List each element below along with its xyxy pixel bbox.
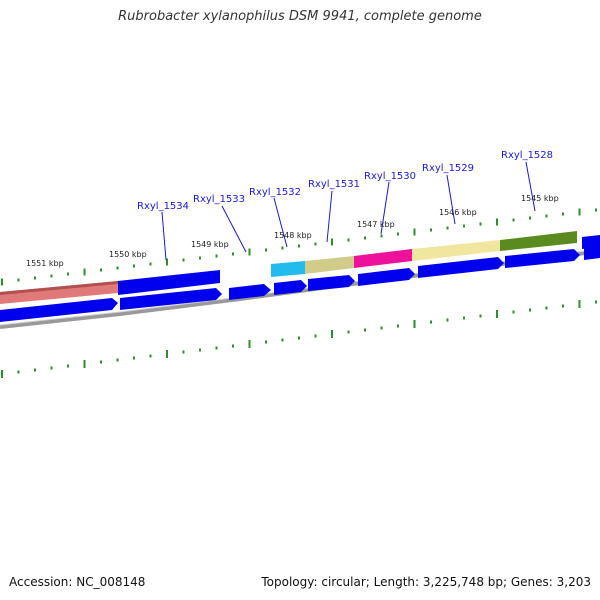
cds-arrow-8[interactable] [505,249,580,268]
scale-label-1548: 1548 kbp [274,231,312,240]
feature-rxyl-1532[interactable] [271,261,305,277]
scale-labels: 1551 kbp 1550 kbp 1549 kbp 1548 kbp 1547… [26,194,559,268]
feature-rxyl-1527[interactable] [582,235,600,249]
scale-label-1549: 1549 kbp [191,240,229,249]
gene-label-rxyl-1530[interactable]: Rxyl_1530 [364,171,416,182]
scale-label-1546: 1546 kbp [439,208,477,217]
leader-rxyl-1530 [380,181,390,235]
cds-arrow-9[interactable] [584,246,600,260]
cds-arrow-5[interactable] [308,275,355,291]
feature-rxyl-1530[interactable] [354,249,412,268]
feature-rxyl-1534[interactable] [118,270,220,295]
genome-title: Rubrobacter xylanophilus DSM 9941, compl… [118,9,482,24]
genome-summary: Topology: circular; Length: 3,225,748 bp… [261,575,591,589]
feature-rxyl-1531[interactable] [305,256,354,274]
cds-track-lower [0,246,600,322]
leader-rxyl-1529 [446,174,456,225]
feature-track-upper [0,231,600,304]
cds-arrow-7[interactable] [418,257,504,278]
gene-leader-lines [161,161,536,261]
gene-label-rxyl-1528[interactable]: Rxyl_1528 [501,150,553,161]
cds-arrow-1[interactable] [0,298,118,322]
leader-rxyl-1531 [326,190,333,243]
scale-label-1551: 1551 kbp [26,259,64,268]
scale-label-1545: 1545 kbp [521,194,559,203]
accession-label: Accession: NC_008148 [9,575,146,589]
gene-labels: Rxyl_1534 Rxyl_1533 Rxyl_1532 Rxyl_1531 … [137,150,553,212]
gene-label-rxyl-1533[interactable]: Rxyl_1533 [193,194,245,205]
cds-arrow-6[interactable] [358,268,415,286]
cds-arrow-3[interactable] [229,284,271,300]
inner-tick-ring [1,208,597,286]
leader-rxyl-1533 [221,205,247,253]
gene-label-rxyl-1532[interactable]: Rxyl_1532 [249,187,301,198]
leader-rxyl-1528 [525,161,536,212]
feature-rxyl-1528[interactable] [500,231,577,251]
gene-label-rxyl-1531[interactable]: Rxyl_1531 [308,179,360,190]
feature-rxyl-1535-shade [0,281,118,295]
cds-arrow-4[interactable] [274,280,307,295]
scale-label-1550: 1550 kbp [109,250,147,259]
gene-label-rxyl-1534[interactable]: Rxyl_1534 [137,201,189,212]
leader-rxyl-1532 [273,197,288,248]
feature-rxyl-1529[interactable] [412,240,500,261]
outer-tick-ring [1,300,597,378]
leader-rxyl-1534 [161,211,167,261]
cds-arrow-2[interactable] [120,288,222,310]
gene-label-rxyl-1529[interactable]: Rxyl_1529 [422,163,474,174]
scale-label-1547: 1547 kbp [357,220,395,229]
